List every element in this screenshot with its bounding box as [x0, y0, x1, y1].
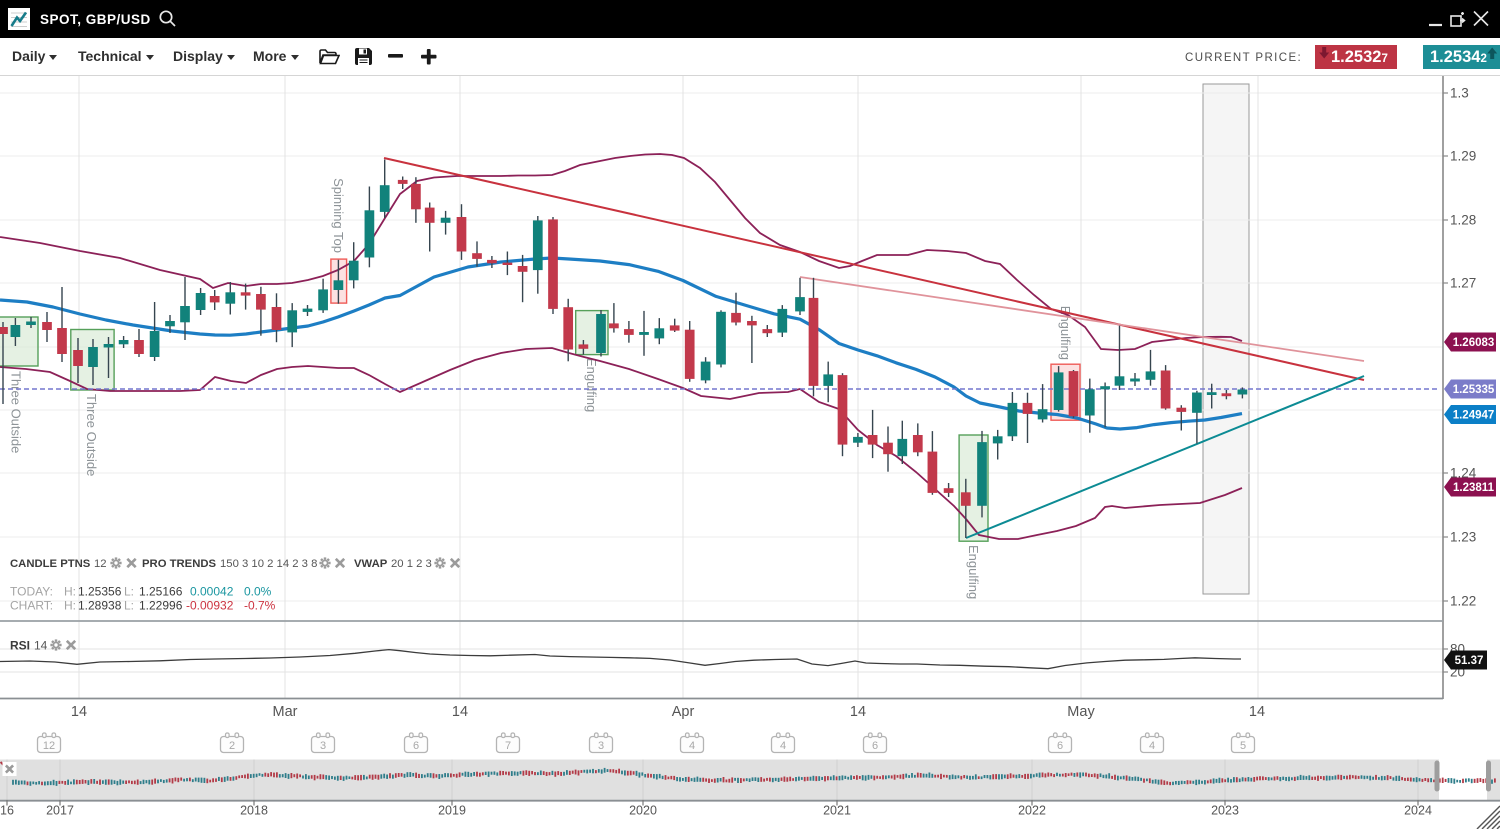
- svg-text:2022: 2022: [1018, 804, 1046, 818]
- svg-text:12: 12: [94, 558, 107, 570]
- svg-text:6: 6: [413, 740, 419, 752]
- svg-text:Engulfing: Engulfing: [966, 545, 981, 599]
- svg-text:Engulfing: Engulfing: [584, 358, 599, 412]
- svg-text:-0.7%: -0.7%: [244, 599, 276, 613]
- svg-text:5: 5: [1240, 740, 1246, 752]
- svg-text:1.28: 1.28: [1450, 213, 1476, 228]
- svg-text:1.3: 1.3: [1450, 86, 1469, 101]
- svg-text:May: May: [1067, 704, 1095, 720]
- svg-text:Engulfing: Engulfing: [1058, 306, 1073, 360]
- svg-text:2018: 2018: [240, 804, 268, 818]
- svg-text:3: 3: [598, 740, 604, 752]
- svg-text:Mar: Mar: [273, 704, 298, 720]
- svg-text:2020: 2020: [629, 804, 657, 818]
- svg-text:Apr: Apr: [672, 704, 695, 720]
- svg-text:RSI: RSI: [10, 639, 30, 653]
- svg-text:VWAP: VWAP: [354, 558, 388, 570]
- svg-text:150 3 10 2 14 2 3 8: 150 3 10 2 14 2 3 8: [220, 558, 317, 570]
- svg-text:14: 14: [71, 704, 87, 720]
- svg-text:1.22: 1.22: [1450, 594, 1476, 609]
- svg-text:14: 14: [1249, 704, 1265, 720]
- svg-text:1.27: 1.27: [1450, 276, 1476, 291]
- svg-text:16: 16: [0, 804, 14, 818]
- svg-text:0.00042: 0.00042: [190, 585, 234, 599]
- svg-text:20 1 2 3: 20 1 2 3: [391, 558, 432, 570]
- svg-text:Spinning Top: Spinning Top: [331, 178, 346, 253]
- svg-text:1.23: 1.23: [1450, 530, 1476, 545]
- svg-text:Three Outside: Three Outside: [9, 371, 24, 453]
- svg-text:7: 7: [505, 740, 511, 752]
- svg-text:PRO TRENDS: PRO TRENDS: [142, 558, 217, 570]
- svg-text:1.23811: 1.23811: [1453, 482, 1495, 494]
- svg-text:1.22996: 1.22996: [139, 599, 183, 613]
- svg-text:1.24947: 1.24947: [1453, 410, 1495, 422]
- svg-text:Three Outside: Three Outside: [84, 394, 99, 476]
- svg-text:4: 4: [1149, 740, 1155, 752]
- svg-text:2023: 2023: [1211, 804, 1239, 818]
- svg-text:2024: 2024: [1404, 804, 1432, 818]
- svg-text:3: 3: [320, 740, 326, 752]
- svg-text:1.28938: 1.28938: [78, 599, 122, 613]
- svg-text:L:: L:: [124, 599, 134, 613]
- svg-text:14: 14: [34, 639, 48, 653]
- svg-text:1.29: 1.29: [1450, 149, 1476, 164]
- svg-text:1.25356: 1.25356: [78, 585, 122, 599]
- svg-text:CHART:: CHART:: [10, 599, 53, 613]
- svg-text:CANDLE PTNS: CANDLE PTNS: [10, 558, 91, 570]
- svg-text:14: 14: [850, 704, 866, 720]
- svg-text:14: 14: [452, 704, 468, 720]
- svg-text:1.24: 1.24: [1450, 466, 1477, 481]
- svg-text:-0.00932: -0.00932: [186, 599, 234, 613]
- svg-text:4: 4: [689, 740, 695, 752]
- svg-text:TODAY:: TODAY:: [10, 585, 53, 599]
- svg-text:2017: 2017: [46, 804, 74, 818]
- svg-text:51.37: 51.37: [1455, 655, 1484, 667]
- svg-text:2: 2: [229, 740, 235, 752]
- svg-text:2021: 2021: [823, 804, 851, 818]
- svg-text:1.25335: 1.25335: [1453, 384, 1495, 396]
- svg-text:4: 4: [780, 740, 786, 752]
- svg-text:12: 12: [43, 740, 55, 752]
- svg-text:H:: H:: [64, 585, 76, 599]
- svg-text:H:: H:: [64, 599, 76, 613]
- svg-text:1.25166: 1.25166: [139, 585, 183, 599]
- svg-text:0.0%: 0.0%: [244, 585, 272, 599]
- svg-text:6: 6: [1057, 740, 1063, 752]
- svg-text:1.26083: 1.26083: [1453, 337, 1495, 349]
- svg-text:2019: 2019: [438, 804, 466, 818]
- svg-text:6: 6: [872, 740, 878, 752]
- svg-text:L:: L:: [124, 585, 134, 599]
